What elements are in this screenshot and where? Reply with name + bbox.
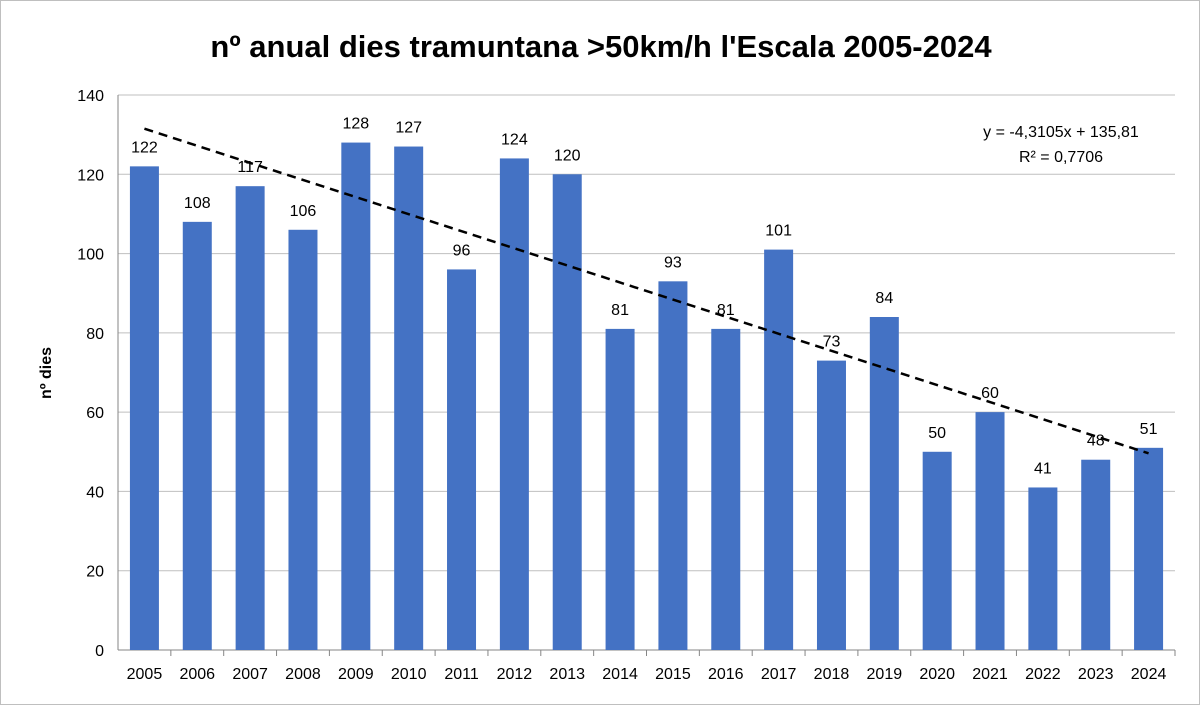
x-tick-label: 2012 xyxy=(497,666,533,683)
x-tick-label: 2022 xyxy=(1025,666,1061,683)
bar xyxy=(129,166,159,650)
x-tick-label: 2014 xyxy=(602,666,638,683)
x-tick-label: 2013 xyxy=(549,666,585,683)
y-tick-label: 80 xyxy=(86,326,104,343)
y-tick-label: 0 xyxy=(95,643,104,660)
y-tick-label: 20 xyxy=(86,564,104,581)
chart-title: nº anual dies tramuntana >50km/h l'Escal… xyxy=(210,29,992,64)
bar xyxy=(235,186,265,650)
x-tick-label: 2009 xyxy=(338,666,374,683)
data-label: 41 xyxy=(1034,460,1052,477)
data-label: 108 xyxy=(184,195,211,212)
data-label: 93 xyxy=(664,254,682,271)
bar xyxy=(394,146,424,651)
data-label: 128 xyxy=(342,116,369,133)
bar xyxy=(1081,459,1111,650)
x-tick-label: 2016 xyxy=(708,666,744,683)
y-tick-label: 60 xyxy=(86,405,104,422)
data-label: 120 xyxy=(554,147,581,164)
x-tick-label: 2011 xyxy=(444,666,479,683)
bar xyxy=(764,249,794,650)
bar xyxy=(975,412,1005,650)
bar xyxy=(605,328,635,650)
bar xyxy=(922,451,952,650)
data-label: 81 xyxy=(717,302,735,319)
data-label: 122 xyxy=(131,139,158,156)
bar xyxy=(816,360,846,650)
data-label: 60 xyxy=(981,385,999,402)
bar xyxy=(658,281,688,650)
data-label: 73 xyxy=(823,334,841,351)
bar xyxy=(552,174,582,651)
bar xyxy=(447,269,477,650)
x-tick-label: 2024 xyxy=(1131,666,1167,683)
x-tick-label: 2017 xyxy=(761,666,797,683)
x-tick-label: 2007 xyxy=(232,666,268,683)
trendline-group xyxy=(144,127,1149,455)
x-tick-label: 2018 xyxy=(814,666,850,683)
data-label: 50 xyxy=(928,425,946,442)
x-tick-label: 2020 xyxy=(919,666,955,683)
data-label: 81 xyxy=(611,302,629,319)
data-label: 48 xyxy=(1087,433,1105,450)
x-tick-label: 2021 xyxy=(972,666,1008,683)
trendline-r2: R² = 0,7706 xyxy=(1019,149,1103,166)
data-label: 117 xyxy=(237,159,263,176)
x-tick-label: 2005 xyxy=(127,666,163,683)
y-tick-label: 40 xyxy=(86,484,104,501)
x-tick-label: 2006 xyxy=(179,666,215,683)
bar xyxy=(1028,487,1058,650)
data-label: 51 xyxy=(1140,421,1158,438)
data-label: 96 xyxy=(453,242,471,259)
bar xyxy=(341,142,371,651)
x-tick-label: 2008 xyxy=(285,666,321,683)
y-tick-label: 120 xyxy=(77,167,104,184)
x-tick-label: 2015 xyxy=(655,666,691,683)
trendline xyxy=(144,127,1149,455)
gridlines xyxy=(117,94,1176,656)
bar xyxy=(1134,447,1164,650)
bars xyxy=(129,142,1164,651)
x-tick-labels: 2005 2006 2007 2008 2009 2010 2011 2012 2013 2014… xyxy=(127,666,1167,683)
y-tick-label: 100 xyxy=(77,247,104,264)
bar xyxy=(869,317,899,650)
data-label: 106 xyxy=(290,203,317,220)
data-label: 127 xyxy=(395,120,422,137)
data-labels: 122 108 117 106 128 127 96 124 120 81 93 81 101 73 84 5… xyxy=(131,116,1158,478)
x-tick-label: 2010 xyxy=(391,666,427,683)
data-label: 124 xyxy=(501,131,528,148)
y-tick-label: 140 xyxy=(77,88,104,105)
x-tick-label: 2023 xyxy=(1078,666,1114,683)
bar xyxy=(182,221,212,650)
bar xyxy=(288,229,318,651)
bar xyxy=(499,158,529,650)
bar xyxy=(711,328,741,650)
x-tick-label: 2019 xyxy=(867,666,903,683)
y-axis-label: nº dies xyxy=(38,347,55,399)
trendline-equation: y = -4,3105x + 135,81 xyxy=(983,124,1139,141)
data-label: 101 xyxy=(765,223,792,240)
data-label: 84 xyxy=(875,290,893,307)
y-tick-labels: 0 20 40 60 80 100 120 140 xyxy=(77,88,104,660)
